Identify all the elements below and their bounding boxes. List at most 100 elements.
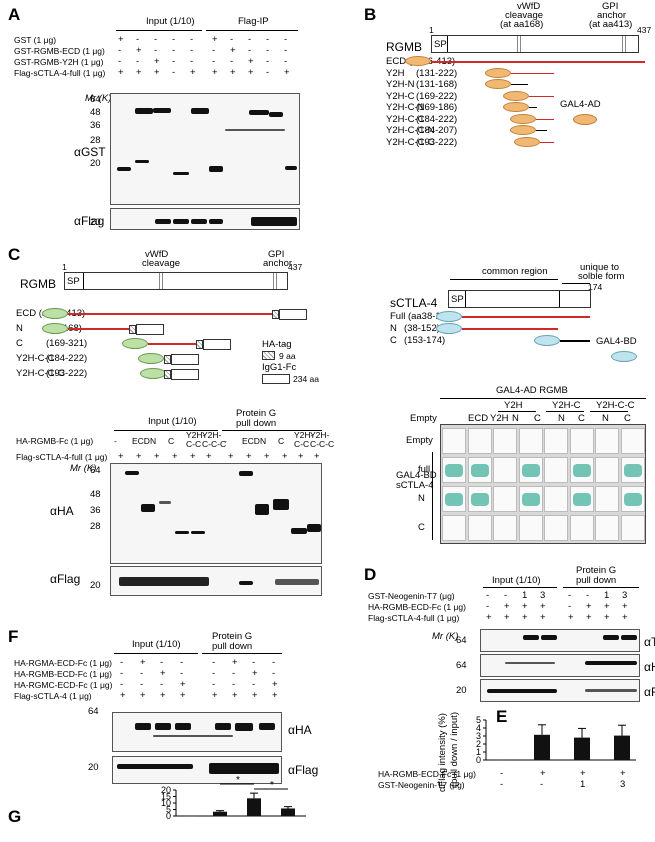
g-sig-star: * [270,780,274,791]
f-row-mark: - [140,679,144,690]
panel-a-flag-antibody: αFlag [74,214,105,228]
c-mw-marker: 48 [90,489,101,500]
s-construct-label: C [390,335,397,346]
y2h-col-label: Empty [410,413,437,424]
c-construct-range: (169-321) [46,338,88,349]
f-row-mark: - [252,679,256,690]
d-row-mark: 1 [604,590,610,601]
c-row1-label: HA-RGMB-Fc (1 μg) [16,436,94,446]
a-row-mark: + [154,56,160,67]
panel-a-label: A [8,5,21,24]
e-tick-label: 3 [476,731,481,741]
y2h-cell [518,515,543,541]
c-mw-marker: 64 [90,465,101,476]
e-row1-label: HA-RGMB-ECD-Fc (1 μg) [378,769,476,779]
e-tick-label: 0 [476,755,481,765]
c-row2-value: + [228,451,234,462]
a-row-mark: - [266,56,270,67]
a-row-mark: - [118,56,122,67]
b-gal4ad-oval [405,56,431,66]
y2h-group-rule [498,411,536,412]
a-row-mark: + [136,67,142,78]
panel-a-gst-antibody: αGST [74,145,106,159]
b-construct-label: Y2H-C-C [386,113,425,125]
f-input-header: Input (1/10) [132,639,181,650]
s-gal4bd-oval [611,351,637,362]
b-gal4ad-oval [484,79,511,89]
f-flag-blot [112,756,282,784]
b-gpi-l2: anchor [597,10,627,21]
d-row-mark: + [540,612,546,623]
b-gal4ad-oval [510,113,537,124]
panel-a-ip-header: Flag-IP [238,16,269,27]
d-t7-blot [480,629,640,652]
c-row2-value: + [190,451,196,462]
d-mw-marker: 20 [456,685,467,696]
d-row-mark: 1 [522,590,528,601]
y2h-col-label: N [512,413,519,424]
c-mr-label: Mr (K) [70,463,97,474]
e-row2-mark: - [540,779,544,790]
f-flag-antibody: αFlag [288,763,319,777]
b-construct-label: Y2H-C-C-N [386,125,435,136]
y2h-cell [569,428,594,454]
y2h-cell [518,428,543,454]
c-construct-oval [122,338,148,349]
a-row-mark: - [212,56,216,67]
c-construct-fc [203,339,231,350]
e-bar [574,737,590,760]
y2h-cell [620,428,645,454]
f-pd-header-2: pull down [212,641,253,652]
e-tick-label: 4 [476,723,481,733]
f-row-mark: - [120,668,124,679]
y2h-cell [493,428,517,454]
y2h-cell [595,428,619,454]
y2h-row-label: N [418,493,425,504]
a-row-label: GST (1 μg) [14,35,57,45]
s-unique-l1: unique to [580,262,620,273]
b-gal4ad-oval [510,125,537,135]
c-row1-value: Y2H- [294,430,314,440]
y2h-col-label: N [602,413,609,424]
f-marker-20: 20 [88,762,99,773]
panel-a-flag-marker: 20 [90,217,101,228]
y2h-colony [470,493,489,506]
c-row1-value: C [278,436,285,446]
a-row-mark: + [248,56,254,67]
f-row-mark: - [212,668,216,679]
c-mw-marker: 36 [90,505,101,516]
a-row-mark: - [266,45,270,56]
a-row-label: Flag-sCTLA-4-full (1 μg) [14,68,106,78]
d-row-label: Flag-sCTLA-4-full (1 μg) [368,613,460,623]
s-construct-line [462,328,558,330]
s-construct-line [462,316,590,318]
d-antibody: αHA [644,660,655,674]
a-row-mark: - [136,34,140,45]
b-construct-line [528,107,538,108]
c-construct-hatag [196,340,203,349]
b-gal4ad-oval [484,67,511,78]
f-row-mark: + [272,679,278,690]
d-row-mark: + [622,601,628,612]
c-construct-oval [138,353,164,364]
y2h-colony [572,464,591,477]
a-mw-marker: 28 [90,135,101,146]
d-row-label: HA-RGMB-ECD-Fc (1 μg) [368,602,466,612]
b-construct-range: (131-222) [416,67,458,79]
panel-a-flag-blot [110,208,300,230]
y2h-cell [442,515,466,541]
d-row-mark: + [504,601,510,612]
f-row-label: Flag-sCTLA-4 (1 μg) [14,691,92,701]
e-row2-mark: 1 [580,779,586,790]
c-mw-marker: 28 [90,521,101,532]
y2h-colony [623,464,642,477]
y2h-cell [595,486,619,512]
c-construct-range: (184-222) [46,353,88,364]
f-row-mark: + [120,690,126,701]
a-row-mark: - [172,67,176,78]
e-tick-label: 1 [476,747,481,757]
c-construct-label: N [16,323,23,334]
y2h-cell [493,515,517,541]
c-construct-label: Y2H-C-C-C [16,368,65,379]
b-protein-name: RGMB [386,40,422,54]
